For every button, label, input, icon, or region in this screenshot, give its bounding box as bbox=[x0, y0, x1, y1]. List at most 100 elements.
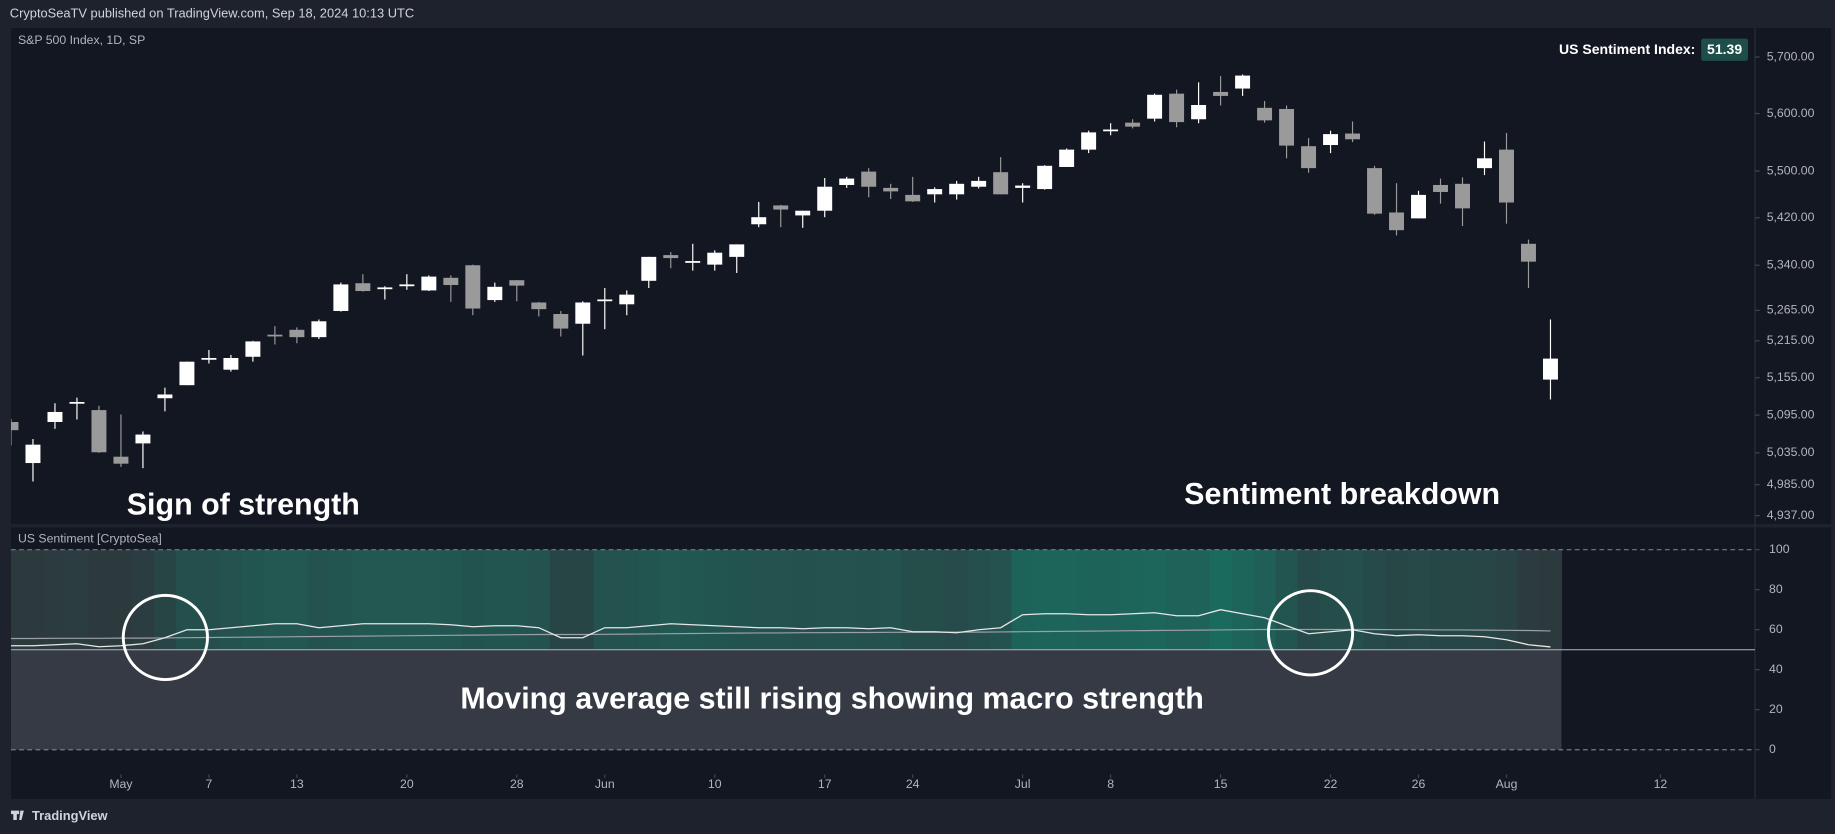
x-tick-label: 15 bbox=[1214, 777, 1228, 791]
x-tick-label: 24 bbox=[906, 777, 920, 791]
sentiment-column bbox=[1451, 549, 1475, 650]
sentiment-column bbox=[483, 549, 507, 650]
sentiment-column bbox=[1319, 549, 1343, 650]
sentiment-column bbox=[1011, 549, 1035, 650]
sentiment-column bbox=[109, 549, 133, 650]
sentiment-column bbox=[593, 549, 617, 650]
candle-body bbox=[201, 357, 217, 360]
candle-body bbox=[377, 287, 393, 290]
candle-body bbox=[795, 210, 811, 216]
sentiment-column bbox=[879, 549, 903, 650]
x-tick-label: 13 bbox=[290, 777, 304, 791]
x-tick-label: Jul bbox=[1015, 777, 1031, 791]
x-tick-label: 22 bbox=[1324, 777, 1338, 791]
y-tick-label: 5,155.00 bbox=[1767, 370, 1815, 384]
candle-body bbox=[707, 252, 723, 265]
sentiment-column bbox=[263, 549, 287, 650]
y-tick-label: 5,035.00 bbox=[1767, 445, 1815, 459]
sentiment-column bbox=[835, 549, 859, 650]
candle-body bbox=[773, 205, 789, 210]
candle-body bbox=[1411, 194, 1426, 219]
x-tick-label: May bbox=[109, 777, 133, 791]
x-tick-label: 28 bbox=[510, 777, 524, 791]
y-tick-label: 0 bbox=[1769, 742, 1776, 756]
sentiment-column bbox=[703, 549, 727, 650]
sentiment-column bbox=[1341, 549, 1365, 650]
candle-body bbox=[685, 261, 701, 263]
indicator-title: US Sentiment [CryptoSea] bbox=[18, 531, 162, 545]
candle-body bbox=[751, 217, 767, 225]
sentiment-column bbox=[131, 549, 155, 650]
readout-label: US Sentiment Index: bbox=[1559, 41, 1695, 57]
sentiment-column bbox=[153, 549, 177, 650]
candle-body bbox=[839, 178, 855, 185]
sentiment-column bbox=[21, 549, 45, 650]
y-tick-label: 4,937.00 bbox=[1767, 508, 1815, 522]
sentiment-column bbox=[747, 549, 771, 650]
candle-body bbox=[1521, 243, 1536, 262]
candle-body bbox=[465, 265, 481, 309]
sentiment-column bbox=[1429, 549, 1453, 650]
sentiment-column bbox=[1385, 549, 1409, 650]
sentiment-column bbox=[329, 549, 353, 650]
candle-body bbox=[135, 434, 151, 444]
sentiment-column bbox=[901, 549, 925, 650]
sentiment-column bbox=[923, 549, 947, 650]
price-title: S&P 500 Index, 1D, SP bbox=[18, 33, 145, 47]
sentiment-column bbox=[1055, 549, 1079, 650]
sentiment-column bbox=[1297, 549, 1321, 650]
candle-body bbox=[1059, 149, 1075, 167]
candle-body bbox=[157, 394, 173, 399]
sentiment-column bbox=[1517, 549, 1541, 650]
x-tick-label: 10 bbox=[708, 777, 722, 791]
x-tick-label: Aug bbox=[1496, 777, 1518, 791]
y-tick-label: 5,700.00 bbox=[1767, 49, 1815, 63]
candle-body bbox=[487, 286, 503, 301]
candle-body bbox=[1147, 94, 1163, 119]
y-tick-label: 5,420.00 bbox=[1767, 210, 1815, 224]
x-tick-label: 7 bbox=[205, 777, 212, 791]
sentiment-column bbox=[791, 549, 815, 650]
candle-body bbox=[641, 256, 657, 281]
candle-body bbox=[113, 456, 129, 464]
sentiment-column bbox=[87, 549, 111, 650]
candle-body bbox=[949, 183, 965, 195]
sentiment-column bbox=[813, 549, 837, 650]
y-tick-label: 80 bbox=[1769, 582, 1783, 596]
x-tick-label: 17 bbox=[818, 777, 832, 791]
candle-body bbox=[1389, 212, 1405, 231]
annotation: Sign of strength bbox=[127, 488, 360, 522]
candle-body bbox=[597, 299, 613, 302]
y-tick-label: 5,215.00 bbox=[1767, 333, 1815, 347]
sentiment-column bbox=[1033, 549, 1057, 650]
y-tick-label: 60 bbox=[1769, 622, 1783, 636]
candle-body bbox=[223, 357, 239, 370]
candle-body bbox=[619, 294, 635, 305]
sentiment-column bbox=[197, 549, 221, 650]
x-tick-label: 20 bbox=[400, 777, 414, 791]
annotation: Sentiment breakdown bbox=[1184, 477, 1500, 511]
candle-body bbox=[575, 302, 591, 324]
candle-body bbox=[421, 276, 437, 291]
candle-body bbox=[443, 277, 459, 286]
moving-average-line bbox=[10, 628, 1551, 640]
candle-body bbox=[663, 255, 679, 259]
sentiment-column bbox=[1099, 549, 1123, 650]
candle-body bbox=[245, 341, 261, 357]
sentiment-column bbox=[307, 549, 331, 650]
sentiment-column bbox=[989, 549, 1013, 650]
readout-value: 51.39 bbox=[1707, 41, 1742, 57]
y-tick-label: 5,500.00 bbox=[1767, 163, 1815, 177]
sentiment-column bbox=[241, 549, 265, 650]
y-tick-label: 5,340.00 bbox=[1767, 257, 1815, 271]
publisher: CryptoSeaTV published on TradingView.com… bbox=[10, 5, 414, 20]
sentiment-column bbox=[219, 549, 243, 650]
sentiment-column bbox=[1473, 549, 1497, 650]
sentiment-line bbox=[10, 609, 1551, 648]
candle-body bbox=[905, 194, 921, 202]
readout-box bbox=[1701, 38, 1748, 61]
candle-body bbox=[10, 421, 19, 431]
y-tick-label: 20 bbox=[1769, 702, 1783, 716]
